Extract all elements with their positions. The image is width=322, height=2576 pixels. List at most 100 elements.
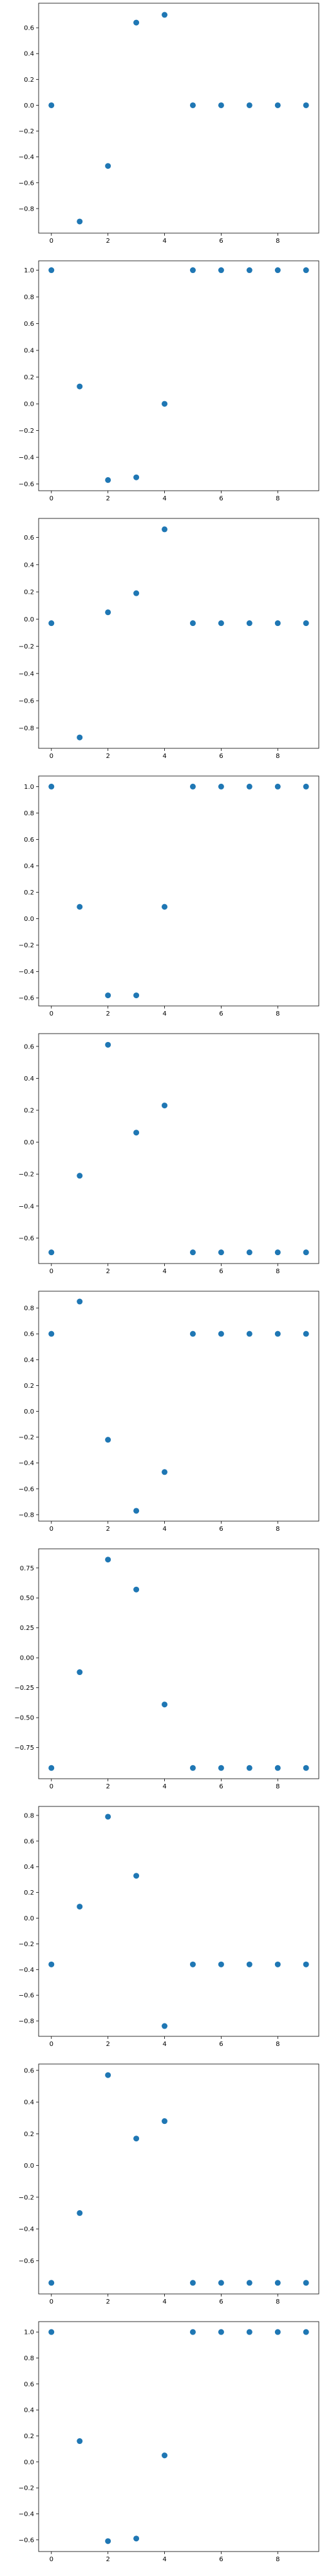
y-tick-label: 0.2 xyxy=(24,1108,34,1115)
y-tick-label: −0.6 xyxy=(19,1993,34,2000)
y-tick-label: 1.0 xyxy=(24,267,34,274)
data-point xyxy=(274,620,281,627)
x-tick-label: 6 xyxy=(219,1783,223,1790)
data-point xyxy=(218,102,224,108)
y-tick-label: −0.4 xyxy=(19,969,34,976)
y-tick-label: 0.2 xyxy=(24,2433,34,2440)
y-tick-label: −0.6 xyxy=(19,2258,34,2265)
x-tick-label: 8 xyxy=(276,2041,279,2048)
data-point xyxy=(77,1298,83,1305)
data-point xyxy=(246,783,252,790)
data-point xyxy=(48,1765,55,1771)
y-tick-label: −0.4 xyxy=(19,2226,34,2233)
data-point xyxy=(274,1331,281,1337)
x-tick-label: 0 xyxy=(50,2556,53,2563)
y-tick-label: 0.2 xyxy=(24,1889,34,1897)
y-tick-label: −0.6 xyxy=(19,180,34,187)
data-point xyxy=(133,1130,140,1136)
y-tick-label: 0.6 xyxy=(24,321,34,328)
chart-panel-8: −0.8 −0.6 −0.4 −0.2 0.0 0.2 0.4 0.6 0.8 0 2 4 6 8 xyxy=(19,1806,319,2048)
data-point xyxy=(162,12,168,18)
data-point xyxy=(246,1765,252,1771)
y-tick-label: −0.8 xyxy=(19,205,34,213)
data-point xyxy=(133,590,140,596)
axes-frame xyxy=(38,1291,319,1522)
data-point xyxy=(48,102,55,108)
y-tick-label: 0.25 xyxy=(20,1625,34,1632)
axes-frame xyxy=(38,1033,319,1264)
x-tick-label: 0 xyxy=(50,2298,53,2306)
y-tick-label: −0.2 xyxy=(19,428,34,435)
axes-frame xyxy=(38,3,319,234)
data-point xyxy=(162,904,168,910)
y-tick-label: −0.2 xyxy=(19,2194,34,2201)
data-point xyxy=(274,783,281,790)
data-point xyxy=(105,1437,111,1443)
data-point xyxy=(162,401,168,407)
x-tick-label: 0 xyxy=(50,1526,53,1533)
y-tick-label: 0.8 xyxy=(24,294,34,301)
data-point xyxy=(105,2072,111,2078)
x-tick-label: 2 xyxy=(106,753,109,760)
chart-panel-10: −0.6 −0.4 −0.2 0.0 0.2 0.4 0.6 0.8 1.0 0 2 4 6 8 xyxy=(19,2321,319,2563)
data-point xyxy=(246,2280,252,2286)
data-point xyxy=(105,2538,111,2544)
x-tick-label: 0 xyxy=(50,1010,53,1018)
x-tick-label: 4 xyxy=(162,495,166,502)
y-tick-label: −0.2 xyxy=(19,2485,34,2492)
y-tick-label: 0.00 xyxy=(20,1655,34,1662)
y-tick-label: −0.6 xyxy=(19,995,34,1002)
x-tick-label: 8 xyxy=(276,1010,279,1018)
y-tick-label: 0.0 xyxy=(24,2459,34,2466)
data-point xyxy=(274,267,281,274)
x-tick-label: 4 xyxy=(162,753,166,760)
y-tick-label: 0.6 xyxy=(24,535,34,542)
y-tick-label: −0.6 xyxy=(19,1235,34,1242)
y-tick-label: 0.4 xyxy=(24,863,34,870)
data-point xyxy=(303,2280,309,2286)
data-point xyxy=(218,783,224,790)
y-tick-label: −0.4 xyxy=(19,154,34,161)
data-point xyxy=(105,1041,111,1048)
chart-panel-3: −0.8 −0.6 −0.4 −0.2 0.0 0.2 0.4 0.6 0 2 4 6 8 xyxy=(19,518,319,760)
chart-panel-9: −0.6 −0.4 −0.2 0.0 0.2 0.4 0.6 0 2 4 6 8 xyxy=(19,2063,319,2306)
data-point xyxy=(48,1331,55,1337)
x-tick-label: 4 xyxy=(162,2556,166,2563)
y-tick-label: 0.6 xyxy=(24,25,34,32)
data-point xyxy=(133,992,140,999)
x-tick-label: 4 xyxy=(162,1783,166,1790)
y-tick-label: 0.2 xyxy=(24,374,34,381)
data-point xyxy=(77,1173,83,1179)
x-tick-label: 0 xyxy=(50,1268,53,1275)
x-tick-label: 6 xyxy=(219,2298,223,2306)
x-tick-label: 6 xyxy=(219,1010,223,1018)
data-point xyxy=(77,904,83,910)
data-point xyxy=(77,1669,83,1676)
data-point xyxy=(48,267,55,274)
data-point xyxy=(48,620,55,627)
y-tick-label: 0.8 xyxy=(24,2355,34,2362)
y-tick-label: −0.4 xyxy=(19,2511,34,2518)
data-point xyxy=(218,1249,224,1256)
y-tick-label: 0.2 xyxy=(24,77,34,84)
data-point xyxy=(303,267,309,274)
data-point xyxy=(133,1873,140,1879)
x-tick-label: 6 xyxy=(219,2556,223,2563)
y-tick-label: 0.4 xyxy=(24,2099,34,2107)
data-point xyxy=(48,2329,55,2335)
data-point xyxy=(218,267,224,274)
data-point xyxy=(303,1961,309,1967)
chart-panel-2: −0.6 −0.4 −0.2 0.0 0.2 0.4 0.6 0.8 1.0 0 2 4 6 8 xyxy=(19,260,319,502)
x-tick-label: 4 xyxy=(162,238,166,245)
data-point xyxy=(48,783,55,790)
data-point xyxy=(218,1961,224,1967)
y-tick-label: −0.6 xyxy=(19,2537,34,2544)
data-point xyxy=(246,267,252,274)
y-tick-label: 1.0 xyxy=(24,784,34,791)
data-point xyxy=(133,1508,140,1514)
x-tick-label: 6 xyxy=(219,1268,223,1275)
x-tick-label: 6 xyxy=(219,2041,223,2048)
data-point xyxy=(246,620,252,627)
y-tick-label: 0.4 xyxy=(24,51,34,58)
